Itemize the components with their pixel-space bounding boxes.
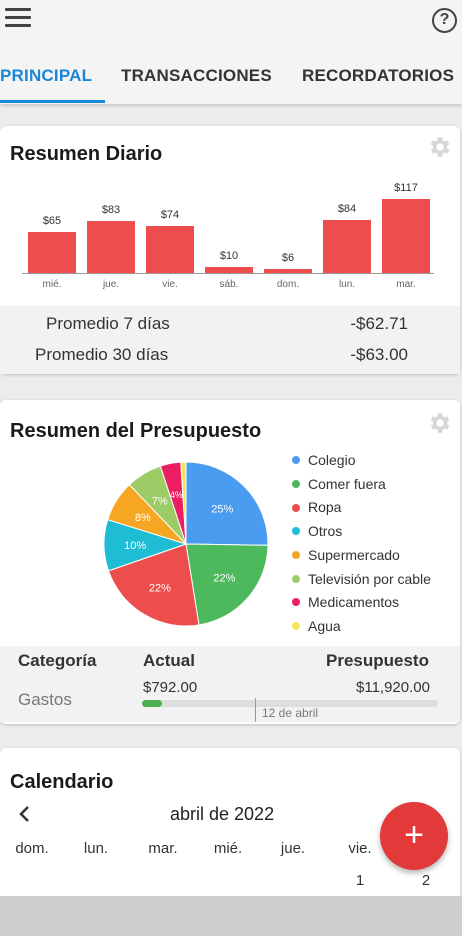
tab-transacciones[interactable]: TRANSACCIONES	[121, 66, 272, 85]
legend-item-4: Supermercado	[292, 547, 400, 563]
legend-item-2: Ropa	[292, 499, 341, 515]
pie-slice-7	[180, 461, 187, 545]
today-marker-label: 12 de abril	[262, 706, 319, 720]
col-header-actual: Actual	[143, 651, 195, 670]
legend-label-0: Colegio	[308, 452, 356, 468]
col-header-category: Categoría	[18, 651, 97, 670]
avg-30-value: -$63.00	[350, 345, 408, 364]
weekday-mar: mar.	[148, 840, 178, 857]
legend-item-0: Colegio	[292, 452, 355, 468]
budget-progress-track	[142, 700, 438, 707]
bar-value-label-5: $84	[337, 202, 357, 215]
pie-slice-label-2: 22%	[149, 583, 171, 595]
avg-7-value: -$62.71	[350, 314, 408, 333]
budget-progress-fill	[142, 700, 162, 707]
legend-dot-1	[292, 479, 300, 488]
daily-settings-gear-icon[interactable]	[426, 134, 452, 160]
pie-slice-label-5: 7%	[152, 495, 168, 507]
pie-slice-label-0: 25%	[211, 503, 233, 515]
legend-dot-3	[292, 527, 300, 536]
weekday-jue: jue.	[280, 840, 306, 857]
budget-table-panel	[0, 646, 460, 722]
averages-panel	[0, 306, 460, 374]
row-category[interactable]: Gastos	[18, 690, 72, 709]
legend-label-7: Agua	[308, 617, 341, 634]
bar-1	[87, 220, 135, 273]
bar-value-label-3: $10	[219, 249, 239, 262]
legend-label-4: Supermercado	[308, 546, 400, 563]
row-budget: $11,920.00	[356, 679, 430, 696]
legend-dot-5	[292, 574, 300, 583]
legend-dot-0	[292, 456, 300, 465]
budget-pie-chart: 25% 22% 22% 10% 8%7%4%	[103, 461, 269, 627]
legend-item-5: Televisión por cable	[292, 571, 431, 587]
bar-2	[146, 226, 194, 273]
legend-item-6: Medicamentos	[292, 594, 399, 610]
app-bar: ? PRINCIPAL TRANSACCIONES RECORDATORIOS	[0, 0, 462, 104]
bar-day-label-2: vie.	[162, 279, 178, 290]
legend-item-1: Comer fuera	[292, 476, 386, 492]
calendar-day-2[interactable]: 2	[421, 872, 431, 889]
bar-value-label-2: $74	[160, 209, 180, 222]
calendar-month: abril de 2022	[170, 804, 275, 824]
calendar-day-1[interactable]: 1	[355, 872, 365, 889]
legend-dot-4	[292, 551, 300, 560]
pie-slice-label-3: 10%	[124, 540, 146, 552]
bar-day-label-3: sáb.	[219, 279, 239, 290]
avg-7-label: Promedio 7 días	[46, 314, 170, 333]
weekday-vie: vie.	[348, 840, 372, 857]
add-transaction-fab[interactable]: +	[380, 802, 448, 870]
pie-slice-0	[185, 461, 269, 546]
bar-value-label-1: $83	[101, 203, 121, 216]
bar-4	[264, 269, 312, 273]
legend-item-7: Agua	[292, 618, 341, 634]
weekday-lun: lun.	[83, 840, 109, 857]
legend-label-3: Otros	[308, 523, 343, 540]
legend-dot-7	[292, 622, 300, 631]
budget-summary-title: Resumen del Presupuesto	[10, 420, 262, 442]
bar-0	[28, 231, 76, 273]
tab-principal[interactable]: PRINCIPAL	[0, 66, 93, 85]
weekday-mie: mié.	[213, 840, 243, 857]
previous-month-chevron-icon[interactable]	[18, 806, 30, 822]
bar-6	[382, 199, 430, 273]
pie-slice-label-1: 22%	[213, 572, 235, 584]
legend-label-1: Comer fuera	[308, 475, 386, 492]
pie-slice-label-4: 8%	[135, 512, 151, 524]
budget-settings-gear-icon[interactable]	[426, 410, 452, 436]
bar-value-label-6: $117	[394, 182, 418, 194]
bottom-bar	[0, 896, 462, 936]
bar-day-label-1: jue.	[102, 279, 120, 290]
bar-day-label-0: mié.	[42, 279, 62, 290]
pie-slice-1	[185, 543, 269, 626]
today-marker	[255, 698, 256, 722]
bar-day-label-4: dom.	[276, 279, 300, 290]
bar-day-label-6: mar.	[396, 279, 416, 290]
legend-dot-2	[292, 503, 300, 512]
bar-3	[205, 266, 253, 273]
col-header-budget: Presupuesto	[326, 651, 429, 670]
bar-day-label-5: lun.	[338, 279, 356, 290]
legend-label-5: Televisión por cable	[308, 570, 431, 587]
help-icon[interactable]: ?	[432, 8, 457, 33]
avg-30-label: Promedio 30 días	[35, 345, 169, 364]
legend-item-3: Otros	[292, 523, 342, 539]
legend-label-2: Ropa	[308, 499, 342, 516]
tab-recordatorios[interactable]: RECORDATORIOS	[302, 66, 455, 85]
bar-value-label-0: $65	[42, 214, 62, 227]
pie-slice-label-6: 4%	[170, 490, 183, 500]
calendar-title: Calendario	[10, 771, 114, 793]
active-tab-indicator	[0, 100, 105, 103]
pie-slice-2	[107, 543, 200, 627]
weekday-dom: dom.	[15, 840, 49, 857]
bar-value-label-4: $6	[281, 252, 295, 265]
daily-summary-title: Resumen Diario	[10, 143, 163, 165]
row-actual: $792.00	[143, 679, 198, 696]
legend-label-6: Medicamentos	[308, 594, 400, 611]
bar-chart-baseline	[22, 273, 434, 274]
legend-dot-6	[292, 598, 300, 607]
menu-icon[interactable]	[5, 8, 31, 30]
bar-5	[323, 219, 371, 273]
